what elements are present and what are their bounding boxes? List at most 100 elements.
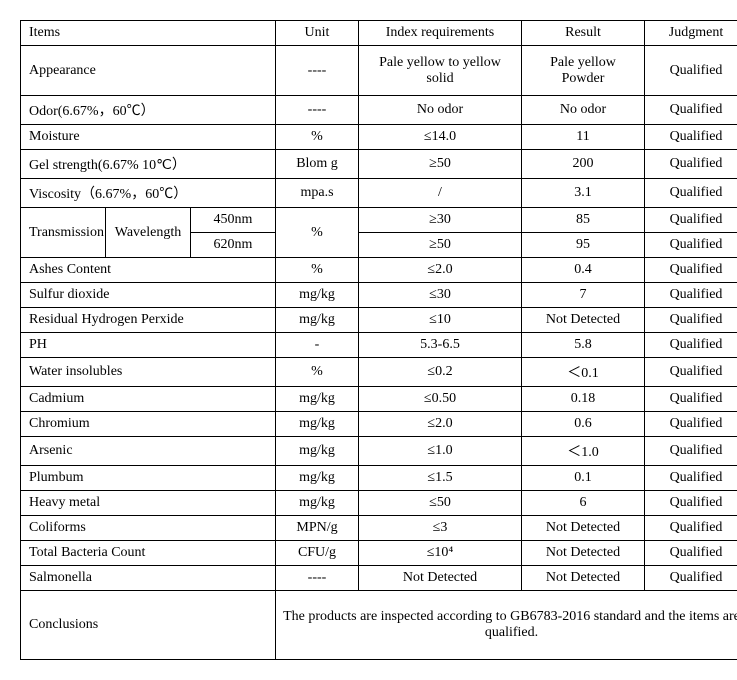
row-conclusions: Conclusions The products are inspected a… (21, 591, 737, 660)
cell-620nm: 620nm (191, 233, 276, 258)
cell-unit: % (276, 358, 359, 387)
cell-item: Arsenic (21, 437, 276, 466)
cell-item: Odor(6.67%，60℃） (21, 96, 276, 125)
cell-index: ≥50 (359, 233, 522, 258)
row-residual-hp: Residual Hydrogen Perxide mg/kg ≤10 Not … (21, 308, 737, 333)
cell-index: ≤0.2 (359, 358, 522, 387)
cell-index: ≤3 (359, 516, 522, 541)
cell-result: 6 (522, 491, 645, 516)
cell-index: ≤2.0 (359, 412, 522, 437)
cell-item: Sulfur dioxide (21, 283, 276, 308)
cell-index: Not Detected (359, 566, 522, 591)
cell-judgment: Qualified (645, 437, 737, 466)
cell-item: Viscosity（6.67%，60℃） (21, 179, 276, 208)
cell-index: ≥50 (359, 150, 522, 179)
cell-index: ≤10⁴ (359, 541, 522, 566)
cell-judgment: Qualified (645, 125, 737, 150)
cell-judgment: Qualified (645, 283, 737, 308)
cell-index: Pale yellow to yellow solid (359, 46, 522, 96)
cell-judgment: Qualified (645, 96, 737, 125)
cell-unit: % (276, 125, 359, 150)
cell-item: Plumbum (21, 466, 276, 491)
cell-unit: % (276, 258, 359, 283)
cell-item: Gel strength(6.67% 10℃） (21, 150, 276, 179)
cell-judgment: Qualified (645, 46, 737, 96)
cell-item: Residual Hydrogen Perxide (21, 308, 276, 333)
cell-index: ≤2.0 (359, 258, 522, 283)
cell-item: Moisture (21, 125, 276, 150)
row-ashes: Ashes Content % ≤2.0 0.4 Qualified (21, 258, 737, 283)
cell-result: 200 (522, 150, 645, 179)
cell-item: Heavy metal (21, 491, 276, 516)
cell-judgment: Qualified (645, 258, 737, 283)
conclusions-label: Conclusions (21, 591, 276, 660)
row-viscosity: Viscosity（6.67%，60℃） mpa.s / 3.1 Qualifi… (21, 179, 737, 208)
cell-unit: mpa.s (276, 179, 359, 208)
row-transmission-450: Transmission Wavelength 450nm % ≥30 85 Q… (21, 208, 737, 233)
cell-judgment: Qualified (645, 387, 737, 412)
cell-transmission: Transmission (21, 208, 106, 258)
cell-unit: ---- (276, 46, 359, 96)
cell-result: 0.18 (522, 387, 645, 412)
header-row: Items Unit Index requirements Result Jud… (21, 21, 737, 46)
cell-judgment: Qualified (645, 466, 737, 491)
cell-judgment: Qualified (645, 308, 737, 333)
row-water-insolubles: Water insolubles % ≤0.2 ＜0.1 Qualified (21, 358, 737, 387)
cell-judgment: Qualified (645, 566, 737, 591)
cell-item: Salmonella (21, 566, 276, 591)
conclusions-text: The products are inspected according to … (276, 591, 737, 660)
cell-result: 85 (522, 208, 645, 233)
row-chromium: Chromium mg/kg ≤2.0 0.6 Qualified (21, 412, 737, 437)
cell-unit: ---- (276, 96, 359, 125)
cell-result: Pale yellow Powder (522, 46, 645, 96)
header-unit: Unit (276, 21, 359, 46)
cell-judgment: Qualified (645, 491, 737, 516)
cell-item: Ashes Content (21, 258, 276, 283)
row-appearance: Appearance ---- Pale yellow to yellow so… (21, 46, 737, 96)
cell-unit: MPN/g (276, 516, 359, 541)
cell-unit: mg/kg (276, 491, 359, 516)
header-index: Index requirements (359, 21, 522, 46)
cell-result: Not Detected (522, 516, 645, 541)
cell-index: No odor (359, 96, 522, 125)
cell-unit: mg/kg (276, 412, 359, 437)
cell-result: Not Detected (522, 308, 645, 333)
cell-item: PH (21, 333, 276, 358)
header-judgment: Judgment (645, 21, 737, 46)
cell-result: 5.8 (522, 333, 645, 358)
cell-result: 95 (522, 233, 645, 258)
cell-result: 3.1 (522, 179, 645, 208)
row-plumbum: Plumbum mg/kg ≤1.5 0.1 Qualified (21, 466, 737, 491)
row-sulfur-dioxide: Sulfur dioxide mg/kg ≤30 7 Qualified (21, 283, 737, 308)
cell-judgment: Qualified (645, 233, 737, 258)
cell-unit: - (276, 333, 359, 358)
cell-index: ≤14.0 (359, 125, 522, 150)
row-ph: PH - 5.3-6.5 5.8 Qualified (21, 333, 737, 358)
cell-unit: ---- (276, 566, 359, 591)
cell-wavelength-label: Wavelength (106, 208, 191, 258)
cell-judgment: Qualified (645, 179, 737, 208)
cell-result: 0.6 (522, 412, 645, 437)
row-coliforms: Coliforms MPN/g ≤3 Not Detected Qualifie… (21, 516, 737, 541)
cell-judgment: Qualified (645, 516, 737, 541)
cell-result: 11 (522, 125, 645, 150)
cell-item: Cadmium (21, 387, 276, 412)
cell-index: / (359, 179, 522, 208)
cell-item: Total Bacteria Count (21, 541, 276, 566)
spec-table: Items Unit Index requirements Result Jud… (20, 20, 737, 660)
cell-judgment: Qualified (645, 150, 737, 179)
cell-result: ＜0.1 (522, 358, 645, 387)
cell-judgment: Qualified (645, 333, 737, 358)
cell-judgment: Qualified (645, 208, 737, 233)
row-salmonella: Salmonella ---- Not Detected Not Detecte… (21, 566, 737, 591)
cell-item: Chromium (21, 412, 276, 437)
row-total-bacteria: Total Bacteria Count CFU/g ≤10⁴ Not Dete… (21, 541, 737, 566)
row-moisture: Moisture % ≤14.0 11 Qualified (21, 125, 737, 150)
cell-index: ≤0.50 (359, 387, 522, 412)
cell-result: 0.4 (522, 258, 645, 283)
cell-unit: mg/kg (276, 437, 359, 466)
cell-result: Not Detected (522, 541, 645, 566)
cell-unit: Blom g (276, 150, 359, 179)
row-arsenic: Arsenic mg/kg ≤1.0 ＜1.0 Qualified (21, 437, 737, 466)
cell-result: 7 (522, 283, 645, 308)
